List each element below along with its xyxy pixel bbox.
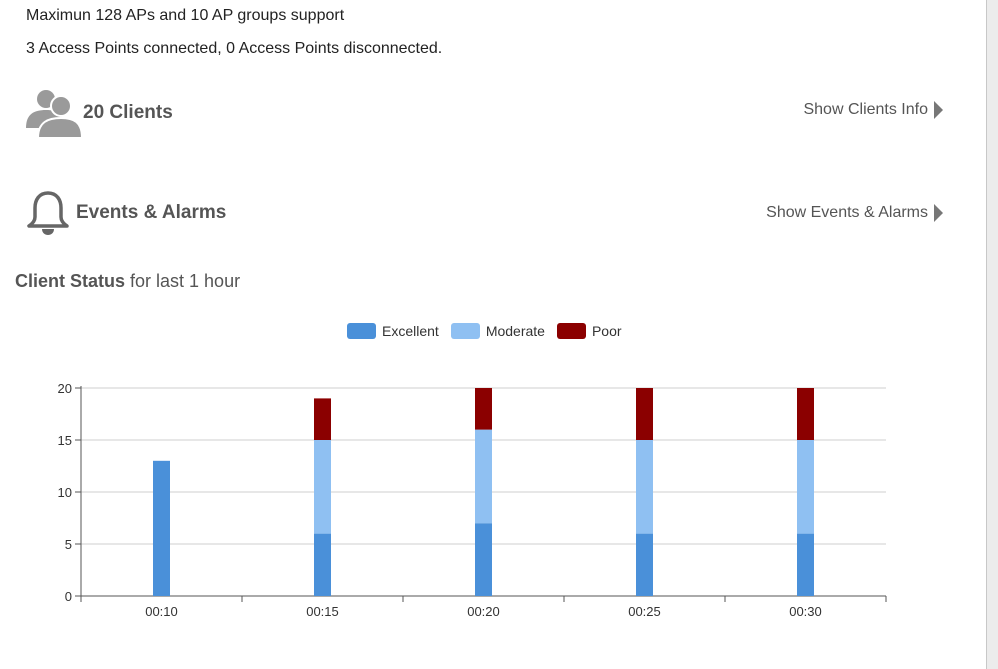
bar-poor	[797, 388, 814, 440]
client-status-chart: 0 5 10 15 20 00:10 00:15 00:20 00:25 00:30	[58, 381, 887, 619]
legend-swatch-excellent	[347, 323, 376, 339]
x-tick-label: 00:20	[467, 604, 500, 619]
y-tick-label: 20	[58, 381, 72, 396]
show-events-alarms-label: Show Events & Alarms	[766, 204, 928, 221]
bar-moderate	[475, 429, 492, 524]
x-tick-label: 00:10	[145, 604, 178, 619]
show-clients-info-label: Show Clients Info	[803, 101, 928, 118]
x-tick-label: 00:30	[789, 604, 822, 619]
bar-excellent	[636, 533, 653, 596]
bar-moderate	[797, 440, 814, 534]
legend-poor[interactable]: Poor	[556, 323, 622, 339]
bar-poor	[636, 388, 653, 440]
bar-excellent	[475, 523, 492, 596]
legend-excellent[interactable]: Excellent	[347, 323, 439, 339]
x-tick-label: 00:15	[306, 604, 339, 619]
legend-swatch-poor	[556, 323, 586, 339]
bar-poor	[475, 388, 492, 430]
client-status-heading: Client Status for last 1 hour	[15, 271, 240, 292]
bar-excellent	[314, 533, 331, 596]
legend-label-moderate: Moderate	[485, 323, 545, 339]
bar-poor	[314, 398, 331, 440]
show-events-alarms-link[interactable]: Show Events & Alarms	[766, 204, 943, 222]
ap-support-text: Maximun 128 APs and 10 AP groups support	[26, 7, 345, 24]
clients-count: 20 Clients	[83, 102, 173, 123]
caret-right-icon	[934, 101, 943, 119]
bar-excellent	[797, 533, 814, 596]
users-icon	[26, 90, 84, 139]
legend-label-poor: Poor	[591, 323, 622, 339]
bar-moderate	[636, 440, 653, 534]
events-alarms-title: Events & Alarms	[76, 202, 227, 223]
legend-moderate[interactable]: Moderate	[450, 323, 545, 339]
ap-connection-status: 3 Access Points connected, 0 Access Poin…	[26, 40, 443, 57]
window-edge	[986, 0, 998, 669]
client-status-period: for last 1 hour	[125, 271, 241, 291]
x-tick-label: 00:25	[628, 604, 661, 619]
client-status-title: Client Status	[15, 271, 126, 291]
bar-excellent	[153, 460, 170, 596]
y-tick-label: 15	[58, 433, 72, 448]
y-tick-label: 10	[58, 485, 72, 500]
show-clients-info-link[interactable]: Show Clients Info	[803, 101, 943, 119]
bell-icon	[27, 191, 69, 235]
chart-legend: Excellent Moderate Poor	[347, 323, 634, 339]
y-tick-label: 0	[65, 589, 72, 604]
caret-right-icon	[934, 204, 943, 222]
legend-label-excellent: Excellent	[382, 323, 439, 339]
legend-swatch-moderate	[450, 323, 480, 339]
bar-moderate	[314, 440, 331, 534]
y-tick-label: 5	[65, 537, 72, 552]
